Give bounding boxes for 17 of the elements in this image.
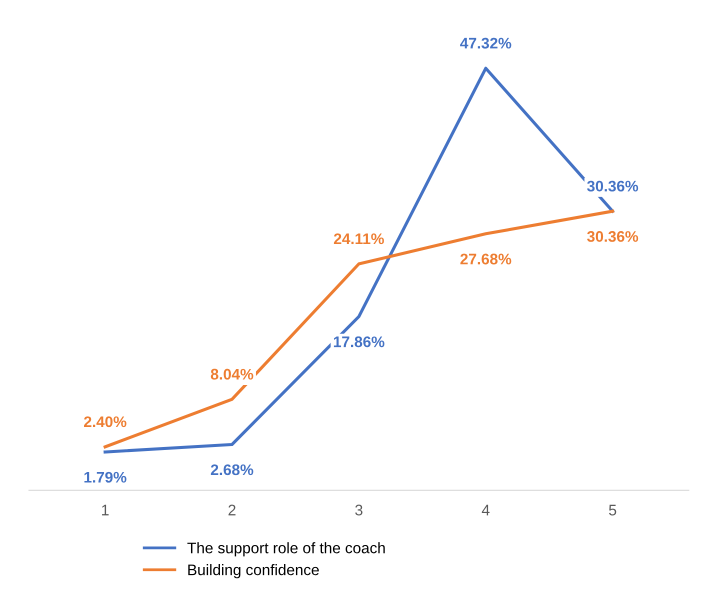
data-label: 8.04% <box>210 368 254 380</box>
x-tick-label: 5 <box>608 504 616 516</box>
legend-label: Building confidence <box>188 564 319 578</box>
data-label: 2.40% <box>84 416 126 428</box>
data-label: 2.68% <box>210 464 254 476</box>
data-label: 24.11% <box>334 233 384 244</box>
data-label: 1.79% <box>84 472 126 483</box>
data-label: 27.68% <box>460 254 512 264</box>
x-tick-label: 3 <box>355 504 362 516</box>
data-label: 30.36% <box>587 231 638 242</box>
data-label: 47.32% <box>460 38 512 49</box>
x-tick-label: 1 <box>102 504 109 516</box>
x-tick-label: 2 <box>228 504 236 516</box>
data-label: 17.86% <box>334 336 384 348</box>
data-label: 30.36% <box>587 180 638 192</box>
x-tick-label: 4 <box>482 504 490 516</box>
legend-label: The support role of the coach <box>187 542 385 556</box>
